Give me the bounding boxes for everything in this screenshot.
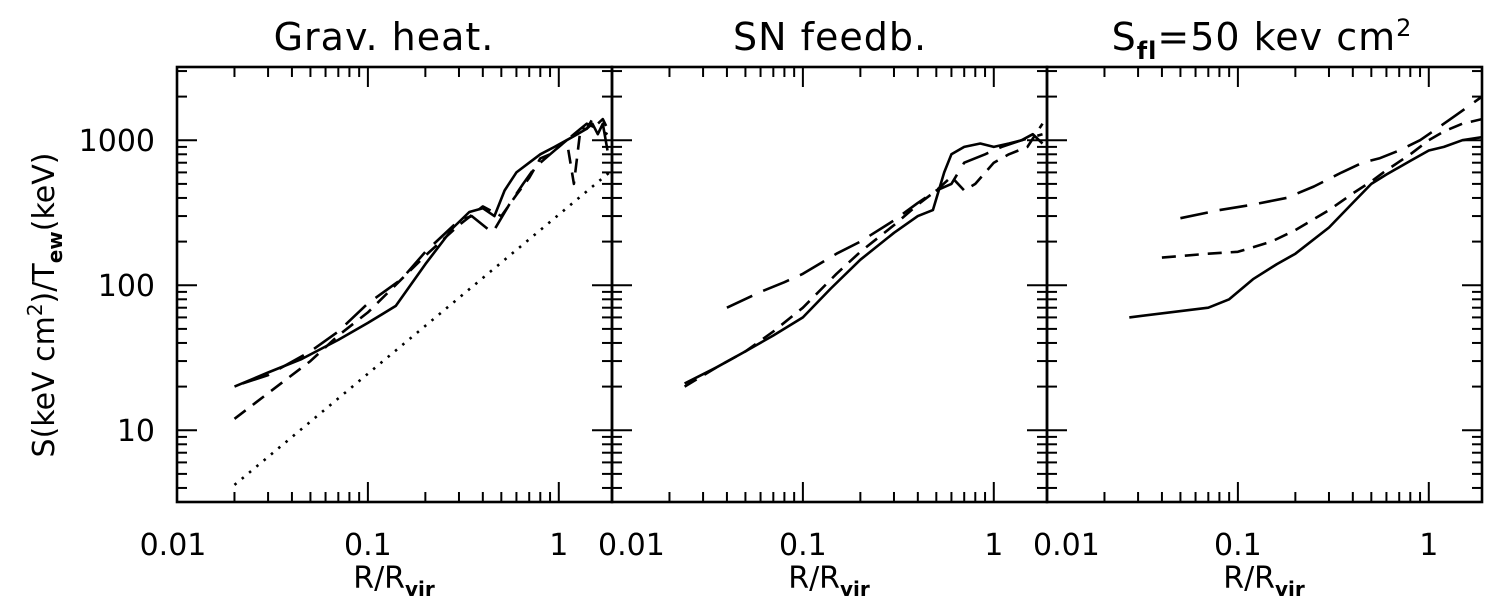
y-axis-label-subscript: ew: [43, 231, 67, 263]
y-axis-label-end: (keV): [27, 153, 62, 232]
series-solid-line: [1129, 135, 1482, 319]
x-axis-label-main: R/R: [1223, 561, 1275, 596]
series-long-dash-line: [241, 122, 609, 385]
axis-ticks: [176, 67, 612, 502]
axis-ticks: [611, 67, 1047, 502]
x-tick-label: 1: [984, 528, 1003, 563]
data-lines: [1129, 95, 1482, 319]
panel-title-text: Grav. heat.: [274, 15, 495, 59]
panel-title-tail: =50 kev cm: [1157, 15, 1396, 59]
y-tick-label: 100: [98, 269, 155, 304]
axis-ticks: [1046, 67, 1482, 502]
panel-title-s: S: [1112, 15, 1137, 59]
x-tick-label: 1: [1419, 528, 1438, 563]
x-axis-label-subscript: vir: [840, 577, 870, 601]
panel-title: Grav. heat.: [274, 15, 495, 59]
panel-sn-feedb: SN feedb. R/Rvir: [610, 15, 1049, 601]
x-axis-label-subscript: vir: [1275, 577, 1305, 601]
x-axis-label-main: R/R: [353, 561, 405, 596]
x-axis-label: R/Rvir: [1223, 561, 1305, 601]
y-axis-label: S(keV cm2)/Tew(keV): [23, 153, 67, 458]
panel-title-subscript: fl: [1137, 37, 1158, 65]
series-long-dash-line: [726, 132, 1043, 309]
x-axis-label: R/Rvir: [353, 561, 435, 601]
x-axis-label: R/Rvir: [788, 561, 870, 601]
tick-labels: 0.01 0.1 1 10 100 1000 0.01 0.1 1 0.01 0.1 1: [79, 124, 1439, 563]
panel-frame: [1045, 65, 1484, 504]
series-dotted-line: [233, 169, 612, 486]
x-tick-label: 0.01: [1033, 528, 1100, 563]
panel-title: Sfl=50 kev cm2: [1112, 14, 1413, 65]
y-axis-label-main: S(keV cm: [27, 316, 62, 457]
data-lines: [683, 122, 1044, 388]
x-tick-label: 0.1: [779, 528, 827, 563]
y-tick-label: 1000: [79, 124, 155, 159]
panel-title-text: SN feedb.: [733, 15, 927, 59]
series-short-dash-line: [683, 122, 1044, 388]
x-tick-label: 0.01: [598, 528, 665, 563]
panel-title-superscript: 2: [1396, 14, 1412, 42]
panel-grav-heat: Grav. heat. R/Rvir: [175, 15, 614, 601]
x-tick-label: 1: [549, 528, 568, 563]
series-short-dash-line: [1161, 117, 1482, 259]
panel-sfl-50: Sfl=50 kev cm2 R/Rvir: [1045, 14, 1484, 601]
y-tick-label: 10: [117, 414, 155, 449]
y-axis-label-middle: )/T: [27, 263, 62, 304]
x-tick-label: 0.1: [344, 528, 392, 563]
x-axis-label-main: R/R: [788, 561, 840, 596]
panel-title: SN feedb.: [733, 15, 927, 59]
data-lines: [233, 117, 612, 486]
x-tick-label: 0.01: [140, 528, 207, 563]
x-axis-label-subscript: vir: [405, 577, 435, 601]
series-solid-line: [684, 132, 1044, 385]
x-tick-label: 0.1: [1214, 528, 1262, 563]
panel-frame: [610, 65, 1049, 504]
series-long-dash-line: [1180, 95, 1482, 220]
y-axis-label-superscript: 2: [23, 303, 47, 316]
